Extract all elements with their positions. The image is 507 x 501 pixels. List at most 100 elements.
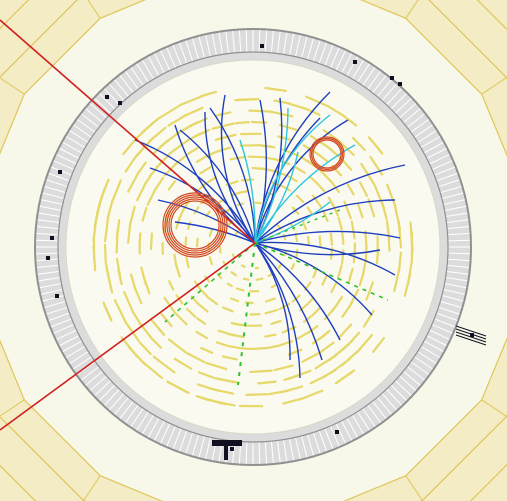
muon-ring-tick	[160, 50, 171, 71]
muon-ring-tick	[36, 264, 59, 268]
neutral-dashed-track	[164, 242, 256, 323]
tracker-hit-segment	[245, 393, 270, 396]
muon-ring-tick	[386, 388, 402, 406]
muon-ring-tick	[77, 361, 96, 375]
muon-ring-tick	[198, 36, 205, 59]
muon-ring-tick	[104, 388, 120, 406]
tracker-hit-segment	[264, 86, 287, 93]
hit-cluster	[224, 446, 228, 460]
tracker-hit-segment	[295, 248, 299, 259]
tracker-hit-segment	[140, 266, 147, 286]
muon-ring-tick	[431, 323, 453, 334]
tracker-hit-segment	[141, 206, 148, 222]
muon-ring-tick	[36, 239, 59, 242]
muon-ring-tick	[367, 71, 381, 90]
tracker-hit-segment	[279, 123, 298, 131]
muon-ring-tick	[289, 438, 295, 461]
muon-ring-tick	[301, 435, 308, 458]
muon-ring-tick	[447, 252, 470, 255]
muon-ring-tick	[59, 148, 80, 159]
muon-ring-tick	[434, 318, 455, 328]
tracker-hit-segment	[251, 346, 269, 351]
charged-track-light	[254, 107, 289, 244]
muon-ring-tick	[276, 31, 281, 54]
muon-ring-tick	[381, 83, 397, 102]
muon-ring-tick	[94, 380, 112, 396]
muon-ring-tick	[99, 93, 116, 110]
muon-ring-tick	[429, 329, 450, 340]
muon-ring-tick	[402, 370, 421, 386]
tracker-hit-segment	[311, 307, 321, 316]
charged-track	[174, 221, 256, 244]
muon-ring-tick	[431, 160, 453, 171]
muon-ring-tick	[89, 103, 108, 119]
tracker-hit-segment	[120, 336, 139, 358]
tracker-hit-segment	[403, 272, 412, 297]
hit-marker-line	[455, 328, 487, 340]
tracker-hit-segment	[182, 106, 204, 118]
muon-ring-tick	[44, 300, 66, 308]
tracker-hit-segment	[173, 357, 193, 370]
muon-ring-tick	[398, 375, 417, 391]
muon-ring-tick	[426, 335, 447, 346]
tracker-hit-segment	[338, 323, 353, 338]
muon-ring-tick	[211, 33, 217, 56]
neutral-dashed-track	[254, 242, 389, 301]
charged-track	[254, 242, 291, 361]
electron-track-lower-left	[0, 242, 256, 431]
tracker-hit-segment	[351, 136, 366, 152]
tracker-hit-segment	[303, 314, 313, 323]
tracker-hit-segment	[295, 329, 313, 341]
muon-ring-tick	[38, 212, 61, 217]
muon-ring-tick	[445, 277, 468, 282]
tracker-hit-segment	[187, 146, 200, 155]
tracker-hit-segment	[155, 151, 173, 169]
muon-ring-tick	[109, 83, 125, 102]
muon-ring-tick	[324, 428, 334, 449]
muon-ring-tick	[417, 130, 437, 143]
tracker-hit-segment	[218, 246, 222, 254]
muon-ring-tick	[367, 404, 381, 423]
tracker-hit-segment	[211, 122, 235, 130]
muon-ring-tick	[218, 32, 223, 55]
muon-ring-tick	[69, 351, 89, 364]
muon-ring-tick	[283, 439, 288, 462]
muon-ring-tick	[154, 420, 165, 441]
tracker-hit-segment	[230, 271, 237, 277]
muon-ring-tick	[436, 312, 458, 321]
tracker-hit-segment	[124, 156, 136, 173]
tracker-hit-segment	[234, 120, 250, 125]
muon-ring-tick	[62, 340, 83, 352]
tracker-hit-segment	[215, 341, 228, 347]
tracker-hit-segment	[336, 264, 343, 280]
tracker-hit-segment	[149, 317, 165, 336]
tracker-hit-segment	[372, 337, 385, 353]
muon-ring-tick	[109, 392, 125, 411]
muon-ring-tick	[390, 93, 407, 110]
charged-track	[254, 241, 396, 276]
tracker-hit-segment	[167, 180, 177, 191]
muon-ring-tick	[372, 75, 387, 94]
muon-ring-tick	[446, 270, 469, 275]
muon-ring-tick	[39, 205, 62, 211]
muon-ring-tick	[390, 384, 407, 401]
tracker-hit-segment	[239, 190, 249, 194]
tracker-hit-segment	[331, 203, 339, 217]
muon-ring-tick	[376, 79, 392, 98]
muon-ring-tick	[295, 35, 301, 57]
tracker-hit-segment	[156, 103, 183, 121]
muon-ring-tick	[423, 142, 444, 154]
muon-ring-tick	[341, 420, 352, 441]
muon-ring-tick	[329, 47, 340, 69]
tracker-hit-segment	[277, 263, 282, 269]
tracker-hit-segment	[117, 268, 123, 286]
tracker-hit-segment	[134, 287, 143, 305]
muon-ring-tick	[447, 258, 470, 262]
tracker-hit-segment	[149, 232, 153, 251]
hit-marker	[50, 236, 54, 240]
tracker-hit-segment	[312, 149, 329, 163]
muon-ring-tick	[85, 370, 104, 386]
charged-track	[254, 199, 396, 244]
tracker-hit-segment	[123, 291, 135, 314]
tracker-hit-segment	[240, 178, 255, 182]
